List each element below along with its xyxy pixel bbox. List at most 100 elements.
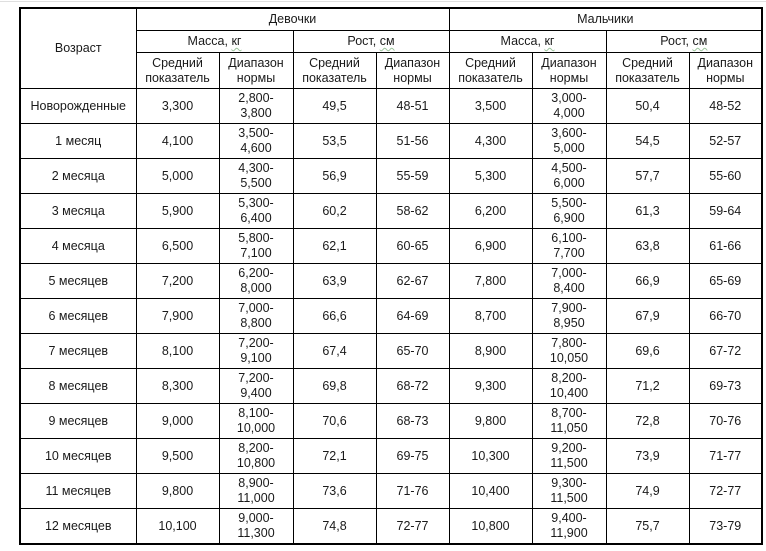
boys-height-range-cell: 59-64 [688, 193, 763, 229]
girls-mass-range-cell: 7,000- 8,800 [218, 298, 294, 334]
girls-mass-range-cell: 7,200- 9,400 [218, 368, 294, 404]
girls-mass-range-cell: 7,200- 9,100 [218, 333, 294, 369]
age-cell: 1 месяц [19, 123, 137, 159]
girls-mass-mean-cell: 5,000 [135, 158, 220, 194]
boys-mass-mean-cell: 3,500 [448, 88, 533, 124]
girls-mass-mean-cell: 7,900 [135, 298, 220, 334]
girls-mass-range-cell: 8,100- 10,000 [218, 403, 294, 439]
boys-mass-mean-cell: 6,900 [448, 228, 533, 264]
boys-height-mean-cell: 73,9 [605, 438, 690, 474]
girls-height-range-cell: 71-76 [375, 473, 450, 509]
girls-mass-mean-cell: 9,800 [135, 473, 220, 509]
boys-height-range-header: Диапазон нормы [688, 52, 763, 89]
girls-height-mean-cell: 63,9 [292, 263, 377, 299]
header-row-groups: Возраст Девочки Мальчики [19, 7, 763, 89]
girls-height-mean-cell: 69,8 [292, 368, 377, 404]
boys-mass-header: Масса, кг [448, 30, 607, 53]
table-row: 8 месяцев 8,300 7,200- 9,400 69,8 68-72 9,300… [19, 368, 763, 404]
age-cell: Новорожденные [19, 88, 137, 124]
girls-height-range-cell: 69-75 [375, 438, 450, 474]
table-row: Новорожденные 3,300 2,800- 3,800 49,5 48-51 3… [19, 88, 763, 124]
boys-mass-range-header: Диапазон нормы [531, 52, 607, 89]
girls-height-range-cell: 64-69 [375, 298, 450, 334]
infant-growth-table: Возраст Девочки Мальчики Масса, кг Рост,… [19, 7, 764, 545]
girls-mass-range-header: Диапазон нормы [218, 52, 294, 89]
boys-height-range-cell: 70-76 [688, 403, 763, 439]
table-row: 3 месяца 5,900 5,300- 6,400 60,2 58-62 6,200 5… [19, 193, 763, 229]
girls-height-range-cell: 60-65 [375, 228, 450, 264]
age-cell: 6 месяцев [19, 298, 137, 334]
girls-height-header: Рост, см [292, 30, 450, 53]
unit-label-spellcheck-underline: кг [231, 34, 242, 48]
girls-mass-mean-cell: 6,500 [135, 228, 220, 264]
boys-mass-range-cell: 4,500- 6,000 [531, 158, 607, 194]
girls-height-mean-cell: 60,2 [292, 193, 377, 229]
girls-mass-mean-cell: 5,900 [135, 193, 220, 229]
age-cell: 7 месяцев [19, 333, 137, 369]
girls-mass-range-cell: 3,500- 4,600 [218, 123, 294, 159]
boys-mass-mean-cell: 7,800 [448, 263, 533, 299]
age-cell: 12 месяцев [19, 508, 137, 545]
boys-height-range-cell: 71-77 [688, 438, 763, 474]
girls-height-range-cell: 72-77 [375, 508, 450, 545]
boys-mass-range-cell: 9,300- 11,500 [531, 473, 607, 509]
girls-mass-range-cell: 9,000- 11,300 [218, 508, 294, 545]
girls-height-mean-cell: 66,6 [292, 298, 377, 334]
girls-height-range-cell: 68-72 [375, 368, 450, 404]
boys-group-header: Мальчики [448, 7, 763, 31]
girls-mass-mean-cell: 7,200 [135, 263, 220, 299]
table-row: 1 месяц 4,100 3,500- 4,600 53,5 51-56 4,300 3,… [19, 123, 763, 159]
boys-mass-range-cell: 9,400- 11,900 [531, 508, 607, 545]
boys-mass-mean-cell: 5,300 [448, 158, 533, 194]
girls-height-mean-cell: 74,8 [292, 508, 377, 545]
boys-height-range-cell: 66-70 [688, 298, 763, 334]
boys-height-mean-header: Средний показатель [605, 52, 690, 89]
boys-mass-mean-cell: 10,400 [448, 473, 533, 509]
girls-mass-mean-cell: 3,300 [135, 88, 220, 124]
boys-height-range-cell: 48-52 [688, 88, 763, 124]
girls-mass-range-cell: 5,300- 6,400 [218, 193, 294, 229]
age-cell: 9 месяцев [19, 403, 137, 439]
boys-mass-range-cell: 5,500- 6,900 [531, 193, 607, 229]
table-row: 9 месяцев 9,000 8,100- 10,000 70,6 68-73 9,80… [19, 403, 763, 439]
boys-height-range-cell: 65-69 [688, 263, 763, 299]
boys-mass-mean-cell: 9,300 [448, 368, 533, 404]
boys-mass-range-cell: 3,000- 4,000 [531, 88, 607, 124]
boys-mass-mean-cell: 6,200 [448, 193, 533, 229]
girls-height-mean-cell: 70,6 [292, 403, 377, 439]
boys-mass-range-cell: 3,600- 5,000 [531, 123, 607, 159]
boys-mass-mean-cell: 10,800 [448, 508, 533, 545]
age-cell: 5 месяцев [19, 263, 137, 299]
measure-label: Масса, [500, 34, 541, 48]
boys-height-mean-cell: 57,7 [605, 158, 690, 194]
table-row: 7 месяцев 8,100 7,200- 9,100 67,4 65-70 8,900… [19, 333, 763, 369]
age-cell: 11 месяцев [19, 473, 137, 509]
girls-group-header: Девочки [135, 7, 450, 31]
measure-label: Масса, [187, 34, 228, 48]
girls-mass-range-cell: 6,200- 8,000 [218, 263, 294, 299]
boys-height-range-cell: 69-73 [688, 368, 763, 404]
boys-mass-range-cell: 8,700- 11,050 [531, 403, 607, 439]
header-row-measures: Масса, кг Рост, см Масса, кг Рост, см [20, 30, 763, 53]
table-row: 6 месяцев 7,900 7,000- 8,800 66,6 64-69 8,700… [19, 298, 763, 334]
girls-height-mean-header: Средний показатель [292, 52, 377, 89]
girls-mass-header: Масса, кг [135, 30, 294, 53]
boys-mass-mean-cell: 9,800 [448, 403, 533, 439]
girls-mass-mean-cell: 8,300 [135, 368, 220, 404]
girls-mass-range-cell: 2,800- 3,800 [218, 88, 294, 124]
boys-mass-range-cell: 9,200- 11,500 [531, 438, 607, 474]
boys-height-mean-cell: 74,9 [605, 473, 690, 509]
girls-mass-mean-cell: 4,100 [135, 123, 220, 159]
girls-height-mean-cell: 62,1 [292, 228, 377, 264]
girls-height-range-cell: 58-62 [375, 193, 450, 229]
measure-label: Рост, [660, 34, 690, 48]
table-row: 10 месяцев 9,500 8,200- 10,800 72,1 69-75 10,… [19, 438, 763, 474]
boys-height-range-cell: 61-66 [688, 228, 763, 264]
girls-height-range-cell: 55-59 [375, 158, 450, 194]
boys-height-range-cell: 55-60 [688, 158, 763, 194]
girls-height-mean-cell: 72,1 [292, 438, 377, 474]
girls-height-range-cell: 68-73 [375, 403, 450, 439]
boys-mass-range-cell: 8,200- 10,400 [531, 368, 607, 404]
unit-label-spellcheck-underline: см [692, 34, 708, 48]
boys-height-mean-cell: 67,9 [605, 298, 690, 334]
